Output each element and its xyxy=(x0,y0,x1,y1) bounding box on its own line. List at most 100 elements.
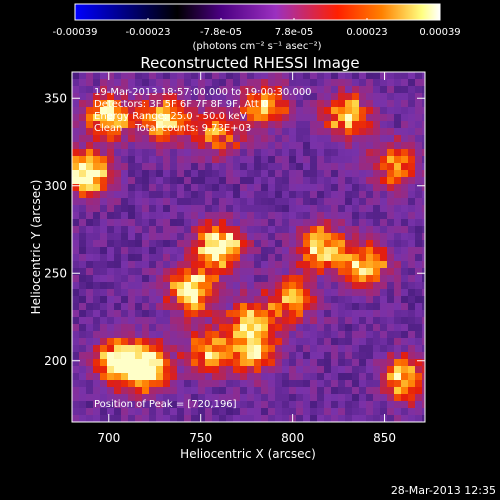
heatmap-cell xyxy=(296,128,303,135)
heatmap-cell xyxy=(135,219,142,226)
heatmap-cell xyxy=(261,352,268,359)
heatmap-cell xyxy=(289,114,296,121)
heatmap-cell xyxy=(240,247,247,254)
heatmap-cell xyxy=(170,324,177,331)
heatmap-cell xyxy=(303,93,310,100)
heatmap-cell xyxy=(156,184,163,191)
heatmap-cell xyxy=(226,212,233,219)
heatmap-cell xyxy=(331,219,338,226)
heatmap-cell xyxy=(86,142,93,149)
heatmap-cell xyxy=(310,338,317,345)
heatmap-cell xyxy=(380,359,387,366)
heatmap-cell xyxy=(86,387,93,394)
heatmap-cell xyxy=(394,345,401,352)
heatmap-cell xyxy=(415,261,422,268)
heatmap-cell xyxy=(359,289,366,296)
heatmap-cell xyxy=(170,261,177,268)
heatmap-cell xyxy=(198,394,205,401)
heatmap-cell xyxy=(226,163,233,170)
heatmap-cell xyxy=(121,177,128,184)
heatmap-cell xyxy=(317,72,324,79)
heatmap-cell xyxy=(310,205,317,212)
heatmap-cell xyxy=(100,219,107,226)
heatmap-cell xyxy=(422,114,425,121)
heatmap-cell xyxy=(366,135,373,142)
heatmap-cell xyxy=(233,142,240,149)
heatmap-cell xyxy=(233,240,240,247)
heatmap-cell xyxy=(100,240,107,247)
heatmap-cell xyxy=(282,114,289,121)
heatmap-cell xyxy=(177,373,184,380)
heatmap-cell xyxy=(107,198,114,205)
heatmap-cell xyxy=(156,114,163,121)
heatmap-cell xyxy=(387,156,394,163)
heatmap-cell xyxy=(219,72,226,79)
heatmap-cell xyxy=(86,261,93,268)
heatmap-cell xyxy=(303,401,310,408)
heatmap-cell xyxy=(415,240,422,247)
heatmap-cell xyxy=(135,394,142,401)
heatmap-cell xyxy=(233,408,240,415)
heatmap-cell xyxy=(219,170,226,177)
heatmap-cell xyxy=(296,303,303,310)
heatmap-cell xyxy=(359,226,366,233)
heatmap-cell xyxy=(394,93,401,100)
heatmap-cell xyxy=(317,93,324,100)
heatmap-cell xyxy=(121,212,128,219)
heatmap-cell xyxy=(275,93,282,100)
colorbar-tick-label: 0.00023 xyxy=(346,27,387,38)
heatmap-cell xyxy=(240,205,247,212)
heatmap-cell xyxy=(107,352,114,359)
heatmap-cell xyxy=(310,128,317,135)
heatmap-cell xyxy=(247,331,254,338)
heatmap-cell xyxy=(198,233,205,240)
heatmap-cell xyxy=(107,282,114,289)
x-tick-label: 850 xyxy=(373,431,396,445)
heatmap-cell xyxy=(205,121,212,128)
heatmap-cell xyxy=(240,226,247,233)
heatmap-cell xyxy=(310,233,317,240)
heatmap-cell xyxy=(394,373,401,380)
heatmap-cell xyxy=(331,331,338,338)
heatmap-cell xyxy=(303,303,310,310)
heatmap-cell xyxy=(100,184,107,191)
heatmap-cell xyxy=(324,156,331,163)
heatmap-cell xyxy=(191,100,198,107)
heatmap-cell xyxy=(191,72,198,79)
heatmap-cell xyxy=(394,380,401,387)
heatmap-cell xyxy=(331,415,338,422)
chart-title: Reconstructed RHESSI Image xyxy=(140,54,359,72)
heatmap-cell xyxy=(177,352,184,359)
heatmap-cell xyxy=(331,310,338,317)
heatmap-cell xyxy=(275,345,282,352)
heatmap-cell xyxy=(198,310,205,317)
heatmap-cell xyxy=(233,401,240,408)
heatmap-cell xyxy=(408,366,415,373)
heatmap-cell xyxy=(282,212,289,219)
heatmap-cell xyxy=(184,79,191,86)
heatmap-cell xyxy=(72,366,79,373)
heatmap-cell xyxy=(198,261,205,268)
heatmap-cell xyxy=(359,86,366,93)
heatmap-cell xyxy=(394,205,401,212)
heatmap-cell xyxy=(107,240,114,247)
heatmap-cell xyxy=(247,163,254,170)
heatmap-cell xyxy=(121,275,128,282)
heatmap-cell xyxy=(177,296,184,303)
heatmap-cell xyxy=(142,310,149,317)
heatmap-cell xyxy=(324,296,331,303)
heatmap-cell xyxy=(422,352,425,359)
heatmap-cell xyxy=(380,240,387,247)
heatmap-cell xyxy=(233,149,240,156)
heatmap-cell xyxy=(261,72,268,79)
heatmap-cell xyxy=(233,128,240,135)
heatmap-cell xyxy=(156,79,163,86)
heatmap-cell xyxy=(177,247,184,254)
heatmap-cell xyxy=(163,191,170,198)
heatmap-cell xyxy=(86,72,93,79)
heatmap-cell xyxy=(310,86,317,93)
heatmap-cell xyxy=(219,401,226,408)
heatmap-cell xyxy=(205,331,212,338)
heatmap-cell xyxy=(331,324,338,331)
heatmap-cell xyxy=(310,149,317,156)
